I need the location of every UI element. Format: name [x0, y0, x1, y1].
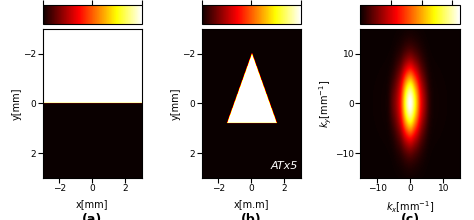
X-axis label: x[mm]: x[mm] — [76, 199, 109, 209]
Y-axis label: $k_y$[mm$^{-1}$]: $k_y$[mm$^{-1}$] — [318, 79, 334, 128]
Text: (c): (c) — [401, 213, 419, 220]
Y-axis label: y[mm]: y[mm] — [12, 87, 22, 120]
Text: (b): (b) — [241, 213, 262, 220]
X-axis label: x[m.m]: x[m.m] — [234, 199, 269, 209]
Text: (a): (a) — [82, 213, 102, 220]
Y-axis label: y[mm]: y[mm] — [171, 87, 181, 120]
Text: ATx5: ATx5 — [271, 161, 298, 171]
X-axis label: $k_x$[mm$^{-1}$]: $k_x$[mm$^{-1}$] — [386, 199, 434, 215]
